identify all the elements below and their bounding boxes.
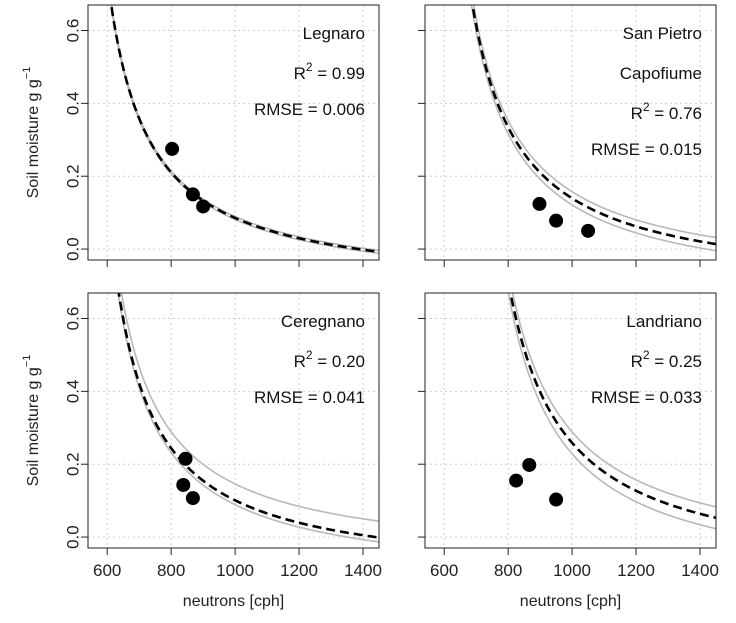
x-tick-label: 600 <box>93 561 121 580</box>
data-point-2 <box>185 187 200 202</box>
data-point-2 <box>176 477 191 492</box>
r2-value: = 0.76 <box>650 104 702 123</box>
r2-value: = 0.25 <box>650 352 702 371</box>
rmse-annotation: RMSE = 0.015 <box>591 140 702 159</box>
x-axis-title: neutrons [cph] <box>183 593 284 610</box>
y-axis-title-text: Soil moisture g g <box>25 367 42 486</box>
panel-4: 600 800 1000 1200 1400 neutrons [cph] Landrian… <box>418 292 719 610</box>
x-tick-label: 1000 <box>553 561 591 580</box>
envelope-line-2 <box>470 5 716 252</box>
y-axis-title-sup: −1 <box>21 355 33 368</box>
curve-group <box>470 5 716 252</box>
r2-sup: 2 <box>306 60 313 74</box>
r2-letter: R <box>294 64 306 83</box>
r2-annotation: R2 = 0.76 <box>631 100 702 123</box>
panel-frame <box>424 292 717 549</box>
rmse-annotation: RMSE = 0.006 <box>254 100 365 119</box>
y-tick-label: 0.0 <box>63 237 82 261</box>
rmse-annotation: RMSE = 0.041 <box>254 388 365 407</box>
data-point-2 <box>549 213 564 228</box>
panel-3: 0.0 0.2 0.4 0.6 600 800 1000 1200 1400 neutrons [… <box>21 292 382 610</box>
fit-line <box>109 5 379 254</box>
x-tick-label: 1200 <box>617 561 655 580</box>
r2-sup: 2 <box>306 348 313 362</box>
y-tick-label: 0.6 <box>63 19 82 43</box>
panel-frame <box>87 292 380 549</box>
x-tick-label: 1000 <box>216 561 254 580</box>
data-point-3 <box>185 491 200 506</box>
panel-1: 0.0 0.2 0.4 0.6 Soil moisture g g−1 Legnaro R2… <box>21 4 380 267</box>
panel-frame <box>424 4 717 261</box>
panel-2: San Pietro Capofiume R2 = 0.76 RMSE = 0.015 <box>418 4 717 267</box>
data-point-1 <box>532 196 547 211</box>
panel-frame <box>87 4 380 261</box>
data-point-3 <box>549 492 564 507</box>
y-tick-label: 0.6 <box>63 307 82 331</box>
y-tick-label: 0.2 <box>63 164 82 188</box>
r2-annotation: R2 = 0.20 <box>294 348 365 371</box>
y-axis-title: Soil moisture g g−1 <box>21 67 42 199</box>
curve-group <box>507 293 716 530</box>
envelope-line-1 <box>120 293 379 522</box>
r2-letter: R <box>294 352 306 371</box>
r2-letter: R <box>631 104 643 123</box>
data-point-3 <box>581 223 596 238</box>
y-axis-title-sup: −1 <box>21 67 33 80</box>
fit-line <box>509 293 716 520</box>
x-tick-label: 1200 <box>280 561 318 580</box>
rmse-annotation: RMSE = 0.033 <box>591 388 702 407</box>
y-axis-title-text: Soil moisture g g <box>25 79 42 198</box>
site-name: Capofiume <box>620 64 702 83</box>
r2-sup: 2 <box>643 348 650 362</box>
r2-sup: 2 <box>643 100 650 114</box>
data-point-2 <box>522 457 537 472</box>
r2-annotation: R2 = 0.99 <box>294 60 365 83</box>
fit-line <box>471 5 716 246</box>
r2-letter: R <box>631 352 643 371</box>
curve-group <box>109 5 379 255</box>
x-tick-label: 600 <box>430 561 458 580</box>
x-tick-label: 1400 <box>681 561 719 580</box>
envelope-line-2 <box>117 293 379 543</box>
y-tick-label: 0.4 <box>63 380 82 404</box>
data-point-1 <box>509 473 524 488</box>
y-axis-title: Soil moisture g g−1 <box>21 355 42 487</box>
data-point-1 <box>165 141 180 156</box>
r2-value: = 0.99 <box>313 64 365 83</box>
site-name: Legnaro <box>303 24 365 43</box>
envelope-line-2 <box>507 293 716 530</box>
y-tick-label: 0.4 <box>63 92 82 116</box>
curve-group <box>117 293 379 543</box>
data-point-3 <box>196 199 211 214</box>
x-tick-label: 1400 <box>344 561 382 580</box>
y-tick-label: 0.2 <box>63 452 82 476</box>
envelope-line-1 <box>511 293 716 508</box>
site-name: Ceregnano <box>281 312 365 331</box>
r2-annotation: R2 = 0.25 <box>631 348 702 371</box>
x-tick-label: 800 <box>494 561 522 580</box>
x-axis-title: neutrons [cph] <box>520 593 621 610</box>
envelope-line-1 <box>472 5 716 239</box>
x-tick-label: 800 <box>157 561 185 580</box>
fit-line <box>117 293 379 539</box>
site-name: Landriano <box>626 312 702 331</box>
y-tick-label: 0.0 <box>63 525 82 549</box>
site-name: San Pietro <box>623 24 702 43</box>
r2-value: = 0.20 <box>313 352 365 371</box>
data-point-1 <box>178 451 193 466</box>
